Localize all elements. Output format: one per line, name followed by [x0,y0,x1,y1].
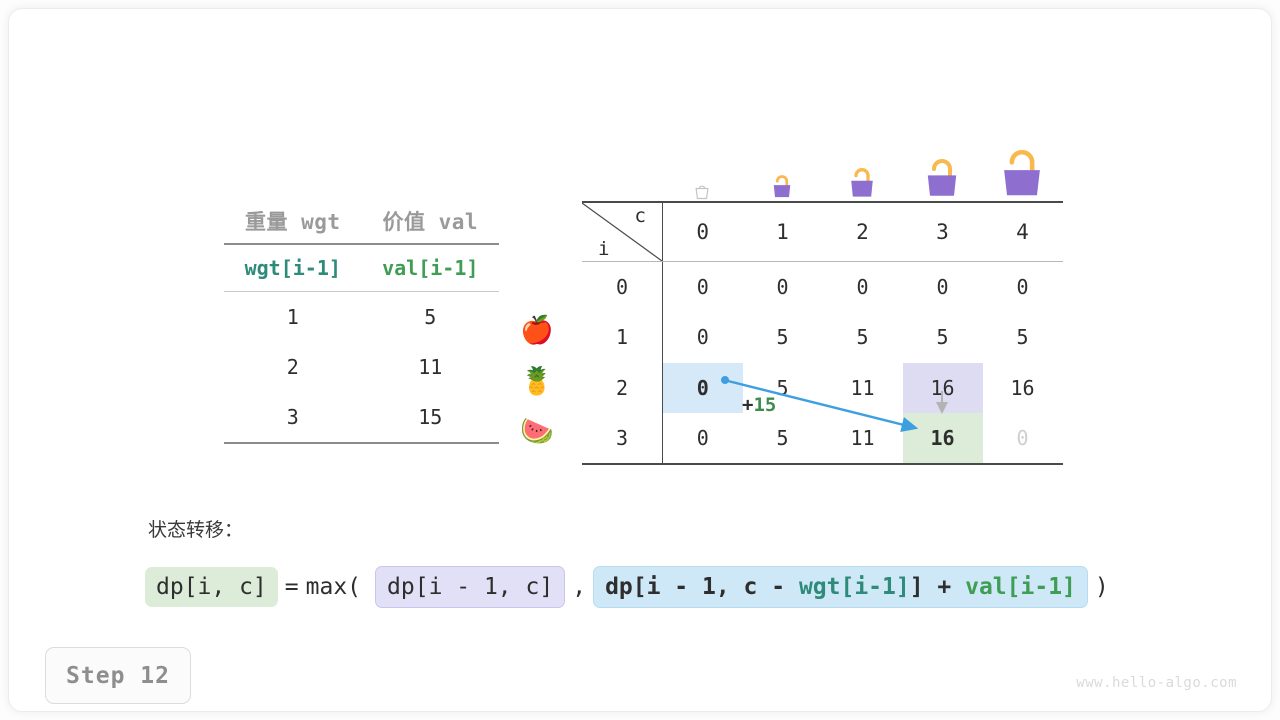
formula-close: ) [1094,574,1109,600]
dp-col-header-4: 4 [982,201,1063,262]
dp-cell-0-1: 0 [776,275,789,299]
bag-icon-row [582,129,1063,201]
transition-formula: dp[i, c] = max( dp[i - 1, c] , dp[i - 1,… [145,566,1116,608]
dp-cell-1-3: 5 [936,325,949,350]
transition-label: 状态转移： [148,519,244,541]
plus-sign: + [742,394,754,416]
formula-equals: = [284,574,299,600]
dp-row-header-1: 1 [582,312,663,363]
watermelon-icon: 🍉 [520,416,554,447]
item-val-1: 5 [424,305,437,329]
bag-capacity-3-icon [902,153,982,201]
dp-row-header-3: 3 [582,413,663,465]
diagonal-divider-icon [582,203,662,261]
apple-icon: 🍎 [520,315,554,346]
item-table-subheader-val: val[i-1] [382,256,479,280]
dp-cell-2-2: 11 [850,375,875,400]
status-badge: Step 12 [45,647,191,704]
dp-row-header-2: 2 [582,362,663,413]
item-icon-column: 🍎 🍍 🍉 [514,306,560,458]
formula-max-open: max( [305,574,362,600]
item-table-header: 重量 wgt 价值 val [224,199,499,243]
dp-cell-2-3: 16 [902,362,983,413]
pineapple-icon: 🍍 [520,365,554,397]
dp-cell-1-4: 5 [1016,325,1029,350]
item-wgt-3: 3 [286,405,299,429]
formula-comma: , [572,574,587,600]
slide-frame: 重量 wgt 价值 val wgt[i-1] val[i-1] 1 5 2 11… [8,8,1272,712]
dp-cell-3-3: 16 [902,413,983,465]
dp-col-header-0: 0 [662,201,743,262]
bag-capacity-0-icon [662,181,742,201]
item-wgt-1: 1 [286,305,299,329]
table-row: 1 5 [224,292,499,342]
item-wgt-2: 2 [286,355,299,379]
table-row: 2 11 [224,342,499,392]
formula-take-prefix: dp[i - 1, c - [605,574,799,600]
dp-row-header-0: 0 [582,261,663,312]
dp-col-header-1: 1 [742,201,823,262]
formula-take-mid: ] + [909,574,966,600]
item-table-header-val: 价值 val [382,210,479,234]
dp-cell-2-0: 0 [663,362,743,413]
item-table-rule-top [224,243,499,245]
dp-cell-3-4: 0 [982,413,1063,465]
dp-cell-0-3: 0 [936,275,949,299]
dp-cell-3-2: 11 [822,413,903,465]
bag-capacity-4-icon [982,143,1062,201]
dp-cell-2-4: 16 [1010,375,1035,400]
item-table: 重量 wgt 价值 val wgt[i-1] val[i-1] 1 5 2 11… [224,199,499,444]
dp-table-wrapper: i c 0 1 2 3 4 0 0 0 0 0 0 1 0 [582,129,1063,465]
dp-col-header-3: 3 [902,201,983,262]
item-table-rule-mid [224,291,499,292]
bag-capacity-1-icon [742,171,822,201]
table-row: 0 0 0 0 0 0 [582,261,1063,312]
item-val-2: 11 [418,355,443,379]
table-row: 1 0 5 5 5 5 [582,312,1063,363]
dp-cell-3-0: 0 [662,413,743,465]
item-val-3: 15 [418,405,443,429]
dp-cell-0-0: 0 [696,275,709,299]
dp-cell-0-4: 0 [1016,275,1029,299]
formula-take-val: val[i-1] [965,574,1076,600]
dp-table-corner: i c [582,201,663,262]
formula-take-wgt: wgt[i-1] [798,574,910,600]
item-table-header-wgt: 重量 wgt [244,210,341,234]
dp-table-header-row: i c 0 1 2 3 4 [582,201,1063,262]
item-table-subheader-wgt: wgt[i-1] [244,256,341,280]
watermark: www.hello-algo.com [1076,675,1237,691]
table-row: 3 0 5 11 16 0 [582,413,1063,465]
dp-cell-3-1: 5 [742,413,823,465]
plus-value-annotation: +15 [742,394,776,416]
dp-cell-1-2: 5 [856,325,869,350]
dp-cell-0-2: 0 [856,275,869,299]
dp-cell-1-0: 0 [696,325,709,350]
bag-capacity-2-icon [822,163,902,201]
item-table-subheader: wgt[i-1] val[i-1] [224,245,499,291]
table-row: 2 0 5 11 16 16 [582,362,1063,413]
table-row: 3 15 [224,392,499,442]
dp-col-header-2: 2 [822,201,903,262]
formula-target: dp[i, c] [145,567,278,607]
dp-col-axis-label: c [634,205,646,227]
plus-amount: 15 [753,394,777,416]
dp-table: i c 0 1 2 3 4 0 0 0 0 0 0 1 0 [582,201,1063,465]
dp-row-axis-label: i [598,238,610,260]
formula-option-skip: dp[i - 1, c] [375,566,566,608]
dp-cell-1-1: 5 [776,325,789,350]
item-table-rule-bottom [224,442,499,444]
formula-option-take: dp[i - 1, c - wgt[i-1]] + val[i-1] [593,566,1088,608]
